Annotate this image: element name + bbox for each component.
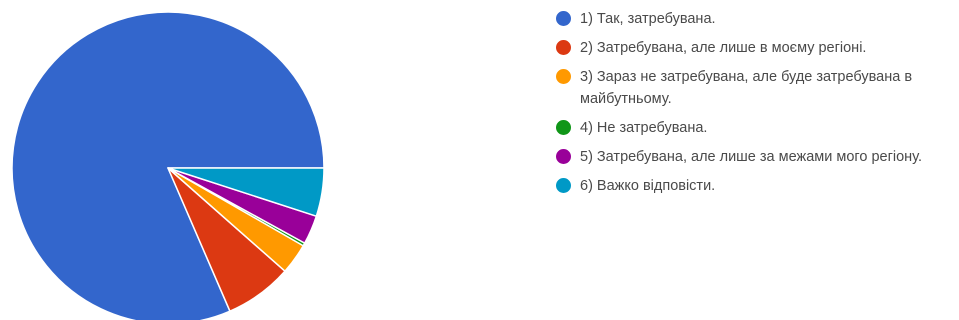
legend-label-3: 3) Зараз не затребувана, але буде затреб… bbox=[580, 69, 913, 107]
legend-swatch-3 bbox=[556, 69, 571, 84]
legend-label-5: 5) Затребувана, але лише за межами мого … bbox=[580, 149, 923, 165]
legend-label-2: 2) Затребувана, але лише в моєму регіоні… bbox=[580, 40, 867, 56]
legend-item-1: 1) Так, затребувана. bbox=[556, 8, 956, 30]
legend-item-4: 4) Не затребувана. bbox=[556, 117, 956, 139]
legend-item-2: 2) Затребувана, але лише в моєму регіоні… bbox=[556, 37, 956, 59]
legend-item-5: 5) Затребувана, але лише за межами мого … bbox=[556, 146, 956, 168]
pie-slice-6 bbox=[167, 167, 325, 217]
legend-swatch-4 bbox=[556, 120, 571, 135]
legend-swatch-6 bbox=[556, 178, 571, 193]
pie-slices bbox=[11, 11, 325, 320]
legend-label-6: 6) Важко відповісти. bbox=[580, 178, 716, 194]
legend-item-6: 6) Важко відповісти. bbox=[556, 175, 956, 197]
legend-swatch-1 bbox=[556, 11, 571, 26]
legend-label-4: 4) Не затребувана. bbox=[580, 120, 708, 136]
pie-slice-1 bbox=[11, 11, 325, 320]
legend-item-3: 3) Зараз не затребувана, але буде затреб… bbox=[556, 66, 956, 110]
legend-swatch-2 bbox=[556, 40, 571, 55]
legend-label-1: 1) Так, затребувана. bbox=[580, 11, 716, 27]
legend-swatch-5 bbox=[556, 149, 571, 164]
legend: 1) Так, затребувана. 2) Затребувана, але … bbox=[556, 8, 956, 204]
